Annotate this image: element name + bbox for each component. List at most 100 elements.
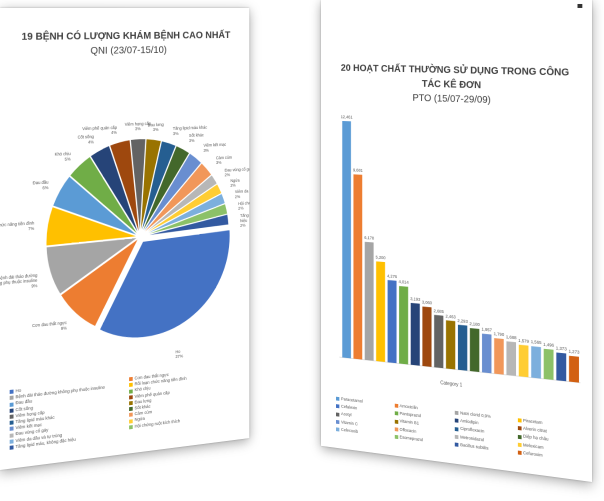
legend-swatch bbox=[455, 411, 459, 415]
bar-data-label: 1,373 bbox=[556, 345, 568, 351]
bar bbox=[399, 286, 408, 364]
legend-swatch bbox=[129, 377, 133, 381]
legend-swatch bbox=[517, 450, 521, 454]
legend-label: Vitamin B1 bbox=[400, 419, 419, 427]
bar-data-label: 1,688 bbox=[506, 334, 517, 340]
bar bbox=[411, 303, 420, 366]
bar-data-label: 1,565 bbox=[531, 339, 542, 345]
bar bbox=[482, 334, 491, 374]
legend-swatch bbox=[455, 427, 459, 431]
bar bbox=[569, 356, 579, 383]
bar bbox=[434, 315, 443, 368]
pie-data-label: Đau vùng cổ gáy 2% bbox=[225, 166, 250, 177]
legend-label: Amlodipin bbox=[460, 418, 478, 426]
bar bbox=[446, 320, 455, 369]
pie-data-label: Ho 37% bbox=[175, 349, 183, 360]
legend-swatch bbox=[394, 427, 397, 431]
bar bbox=[544, 349, 554, 380]
legend-swatch bbox=[10, 408, 14, 412]
legend-swatch bbox=[336, 420, 339, 424]
legend-label: Cefalexin bbox=[341, 404, 357, 412]
legend-label: Vitamin C bbox=[341, 419, 358, 427]
legend-swatch bbox=[129, 419, 133, 423]
legend-label: Bacillus subtilis bbox=[460, 442, 488, 452]
legend-swatch bbox=[10, 390, 14, 394]
bar bbox=[388, 280, 397, 363]
bar-data-label: 4,014 bbox=[399, 279, 410, 285]
pie-data-label: Cảm cúm 3% bbox=[216, 155, 232, 165]
legend-swatch bbox=[517, 426, 521, 430]
bar-data-label: 1,273 bbox=[568, 349, 580, 355]
pie-data-label: Rối loạn chức năng tiền đình7% bbox=[0, 221, 35, 235]
pie-data-label: Ngứa 2% bbox=[230, 178, 240, 188]
bar-data-label: 5,200 bbox=[376, 255, 386, 261]
legend-swatch bbox=[10, 396, 14, 400]
bar bbox=[353, 174, 362, 359]
pie-data-label: Đau đầu 6% bbox=[33, 180, 49, 191]
legend-label: Amoxicilin bbox=[400, 403, 418, 411]
pie-data-label: Khó chịu 5% bbox=[55, 151, 72, 162]
bar-data-label: 4,276 bbox=[387, 273, 397, 279]
left-slide: 19 BỆNH CÓ LƯỢNG KHÁM BỆNH CAO NHẤT QNI … bbox=[0, 8, 249, 470]
bar-data-label: 3,193 bbox=[410, 296, 421, 302]
legend-label: Esomeprazol bbox=[400, 434, 423, 443]
pie-data-label: Bệnh đái tháo đường không phụ thuộc insul… bbox=[0, 273, 38, 292]
legend-swatch bbox=[129, 413, 133, 417]
legend-swatch bbox=[336, 404, 339, 408]
pie-data-label: Đau lưng 3% bbox=[148, 122, 165, 132]
legend-swatch bbox=[129, 425, 133, 429]
legend-swatch bbox=[394, 435, 397, 439]
legend-swatch bbox=[10, 414, 14, 418]
legend-swatch bbox=[10, 439, 14, 443]
pie-data-label: Cơn đau thắt ngực9% bbox=[32, 320, 68, 333]
bar bbox=[519, 345, 529, 378]
bar-data-label: 2,180 bbox=[469, 321, 480, 327]
legend-swatch bbox=[10, 433, 14, 437]
legend-label: Meloxicam bbox=[523, 442, 544, 451]
pie-data-label: Sốt khác 3% bbox=[189, 133, 205, 143]
pie-data-label: Hội chứng ruột kích thích2% bbox=[238, 199, 249, 211]
legend-swatch bbox=[336, 397, 339, 401]
pie-chart: Ho 37% Cơn đau thắt ngực9% Bệnh đái tháo đư… bbox=[0, 8, 249, 388]
bar bbox=[365, 242, 374, 361]
legend-swatch bbox=[517, 434, 521, 438]
legend-swatch bbox=[394, 404, 397, 408]
legend-swatch bbox=[129, 407, 133, 411]
bar-legend: Paracetamol Amoxicilin Natri clorid 0,9% Pi… bbox=[336, 396, 578, 463]
legend-swatch bbox=[129, 389, 133, 393]
bar-data-label: 2,463 bbox=[445, 313, 456, 319]
bar bbox=[458, 325, 467, 371]
bar bbox=[556, 352, 566, 381]
legend-swatch bbox=[10, 402, 14, 406]
legend-swatch bbox=[455, 442, 459, 446]
legend-swatch bbox=[394, 419, 397, 423]
bar bbox=[531, 346, 541, 378]
legend-swatch bbox=[336, 427, 339, 431]
legend-swatch bbox=[394, 411, 397, 415]
legend-label: Cefuroxim bbox=[523, 450, 543, 459]
legend-label: Acetyl bbox=[341, 412, 352, 419]
bar-data-label: 3,060 bbox=[422, 300, 433, 306]
bar-data-label: 1,790 bbox=[494, 331, 505, 337]
bar-chart: 12,461 9,681 6,178 5,200 4,2764,014 3,1933,06… bbox=[321, 0, 592, 400]
pie-data-label: Cốt sống 4% bbox=[78, 134, 95, 145]
right-slide: 20 HOẠT CHẤT THƯỜNG SỬ DỤNG TRONG CÔNG T… bbox=[321, 0, 592, 482]
bar-data-label: 1,496 bbox=[543, 342, 554, 348]
bar-data-label: 6,178 bbox=[364, 235, 374, 241]
bar bbox=[376, 261, 385, 362]
legend-swatch bbox=[129, 395, 133, 399]
bar bbox=[422, 307, 431, 367]
bar-data-label: 2,685 bbox=[434, 308, 445, 314]
legend-swatch bbox=[336, 412, 339, 416]
bar bbox=[494, 338, 504, 375]
legend-swatch bbox=[455, 435, 459, 439]
bar-data-label: 1,579 bbox=[518, 338, 529, 344]
legend-label: Celecoxib bbox=[341, 427, 358, 435]
bar bbox=[506, 341, 516, 376]
bar-data-label: 9,681 bbox=[353, 168, 363, 173]
pie-data-label: Tăng lipid máu, không đặchiệu2% bbox=[240, 211, 249, 228]
legend-label: Ofloxacin bbox=[400, 427, 417, 435]
legend-swatch bbox=[129, 383, 133, 387]
bar-data-label: 12,461 bbox=[341, 114, 353, 119]
legend-swatch bbox=[455, 419, 459, 423]
